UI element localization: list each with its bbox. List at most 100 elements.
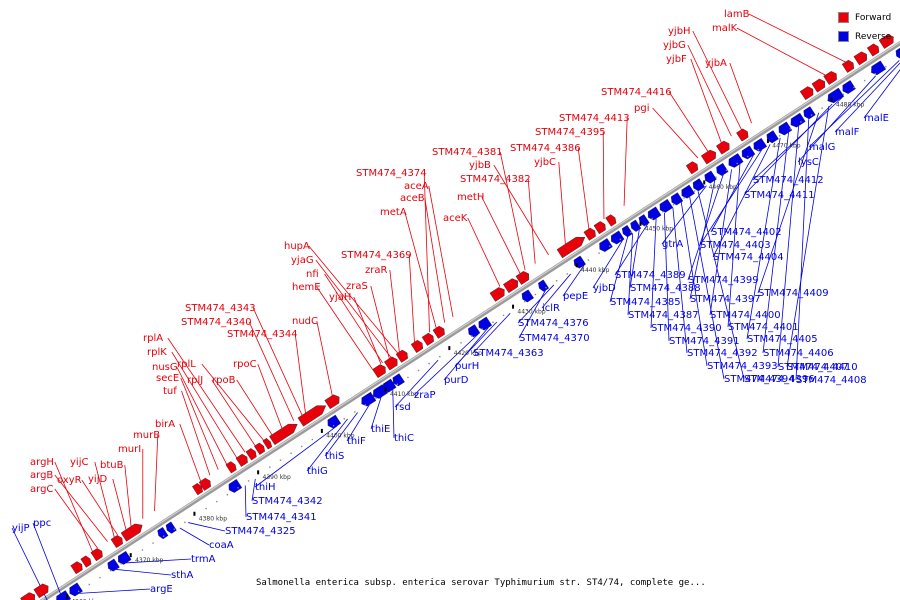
leader-line [428, 185, 454, 318]
forward-gene [297, 405, 327, 427]
reverse-gene-label: pepE [563, 291, 588, 302]
reverse-gene-label: STM474_4376 [518, 318, 589, 329]
leader-line [54, 461, 93, 552]
forward-gene [120, 523, 143, 542]
leader-line [689, 196, 725, 380]
reverse-gene-label: STM474_4341 [246, 512, 317, 523]
forward-gene [20, 592, 36, 600]
leader-line [712, 144, 771, 258]
leader-line [752, 97, 843, 181]
minor-tick [343, 417, 346, 420]
label-leader-lines [11, 13, 900, 600]
kbp-tick-label: 4440 kbp [581, 267, 609, 274]
reverse-gene [753, 137, 768, 152]
minor-tick [375, 397, 377, 399]
reverse-gene-label: STM474_4403 [700, 240, 771, 251]
minor-tick [715, 176, 717, 178]
leader-line [736, 27, 826, 76]
reverse-gene-label: STM474_4407 [778, 362, 849, 373]
leader-line [577, 147, 590, 229]
forward-gene-label: STM474_4340 [181, 317, 252, 328]
reverse-gene-label: STM474_4391 [669, 336, 740, 347]
reverse-gene [659, 198, 674, 213]
reverse-gene [107, 558, 120, 572]
reverse-gene-label: STM474_4393 [707, 361, 778, 372]
leader-line [493, 164, 549, 256]
reverse-gene-label: STM474_4390 [651, 323, 722, 334]
forward-gene [192, 483, 203, 496]
forward-gene-label: birA [155, 419, 175, 430]
reverse-gene-label: rsd [395, 402, 411, 413]
reverse-gene [681, 184, 695, 199]
kbp-ticks: 4360 kbp 4370 kbp 4380 kbp 4390 kbp 4400 kbp… [65, 65, 887, 600]
minor-tick [417, 369, 420, 372]
forward-gene-label: nudC [292, 316, 318, 327]
reverse-gene-label: purH [455, 361, 479, 372]
forward-gene [245, 448, 257, 461]
minor-tick [184, 521, 186, 524]
leader-line [294, 333, 306, 414]
minor-tick [810, 114, 813, 116]
leader-line [729, 62, 752, 124]
forward-gene-label: pgi [634, 103, 649, 114]
leader-line [11, 527, 48, 600]
major-tick [320, 428, 323, 433]
reverse-gene-label: STM474_4401 [728, 322, 799, 333]
minor-tick [853, 86, 855, 89]
reverse-gene-label: thiE [371, 424, 390, 435]
backbone-line [39, 40, 900, 600]
forward-gene-label: malK [712, 23, 738, 34]
leader-line [370, 397, 382, 430]
reverse-gene-label: trmA [191, 554, 216, 565]
leader-line [124, 464, 132, 527]
forward-gene-label: rplK [147, 347, 167, 358]
reverse-gene [842, 80, 856, 94]
minor-tick [88, 583, 91, 586]
kbp-tick-label: 4470 kbp [772, 143, 800, 150]
forward-gene [384, 356, 398, 371]
kbp-tick-label: 4380 kbp [199, 515, 227, 522]
forward-gene-label: aceB [400, 193, 425, 204]
leader-line [413, 333, 479, 396]
major-tick [830, 97, 833, 102]
forward-gene [685, 161, 699, 175]
reverse-gene-label: thiS [325, 451, 344, 462]
reverse-gene-label: STM474_4394 [724, 374, 795, 385]
forward-gene [80, 555, 92, 568]
reverse-gene [538, 279, 550, 292]
reverse-gene-label: STM474_4387 [628, 310, 699, 321]
forward-gene [823, 71, 837, 85]
leader-line [472, 313, 511, 354]
major-tick [448, 346, 451, 351]
minor-tick [619, 238, 622, 241]
forward-gene-label: metH [457, 192, 484, 203]
major-tick [257, 470, 260, 475]
minor-tick [598, 252, 600, 254]
forward-gene [700, 149, 716, 165]
leader-line [252, 307, 303, 416]
minor-tick [120, 562, 122, 565]
major-tick [639, 221, 642, 226]
forward-gene-label: yjbC [534, 157, 556, 168]
reverse-gene-label: thiC [394, 433, 414, 444]
reverse-gene [778, 121, 793, 136]
reverse-gene [790, 112, 806, 128]
reverse-gene-label: iclR [542, 303, 560, 314]
leader-line [116, 569, 172, 576]
kbp-tick-label: 4430 kbp [517, 308, 545, 315]
reverse-gene-label: purD [444, 375, 469, 386]
leader-line [797, 75, 877, 163]
forward-gene [198, 477, 211, 491]
leader-line [346, 404, 370, 442]
reverse-gene [803, 106, 816, 120]
reverse-gene-label: STM474_4396 [744, 374, 815, 385]
leader-line [181, 390, 211, 476]
forward-gene-label: STM474_4343 [185, 303, 256, 314]
minor-tick [863, 79, 866, 82]
forward-gene-label: yijC [70, 457, 88, 468]
reverse-gene-label: STM474_4410 [787, 362, 858, 373]
forward-gene-label: aceK [443, 213, 468, 224]
forward-gene-label: yjaG [291, 255, 314, 266]
leader-line [592, 240, 623, 289]
leader-line [727, 163, 741, 328]
